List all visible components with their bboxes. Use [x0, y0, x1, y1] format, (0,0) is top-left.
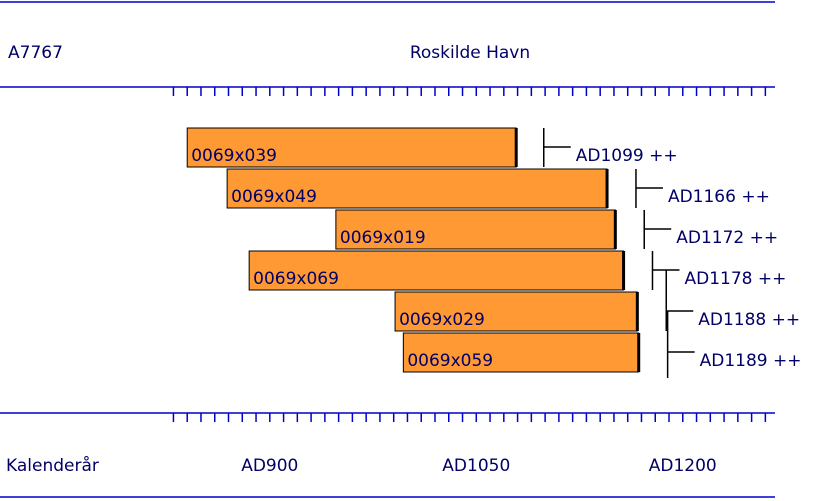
chart-title: Roskilde Havn: [410, 43, 530, 63]
x-tick-label: AD900: [241, 456, 298, 476]
bar-label: 0069x019: [340, 228, 426, 248]
felling-label: AD1166 ++: [668, 187, 770, 207]
bar-label: 0069x059: [407, 351, 493, 371]
bar: [394, 291, 638, 332]
bar: [335, 209, 616, 250]
felling-label: AD1188 ++: [698, 310, 800, 330]
bar-label: 0069x069: [253, 269, 339, 289]
bar-label: 0069x039: [191, 146, 277, 166]
x-tick-label: AD1200: [649, 456, 717, 476]
sample-id: A7767: [8, 43, 63, 63]
bar: [248, 250, 625, 291]
felling-label: AD1099 ++: [576, 146, 678, 166]
bar-label: 0069x029: [399, 310, 485, 330]
bar-label: 0069x049: [231, 187, 317, 207]
x-tick-label: AD1050: [442, 456, 510, 476]
felling-label: AD1178 ++: [684, 269, 786, 289]
x-axis-label: Kalenderår: [6, 455, 99, 476]
bar: [402, 332, 640, 373]
felling-label: AD1189 ++: [700, 351, 802, 371]
felling-label: AD1172 ++: [676, 228, 778, 248]
